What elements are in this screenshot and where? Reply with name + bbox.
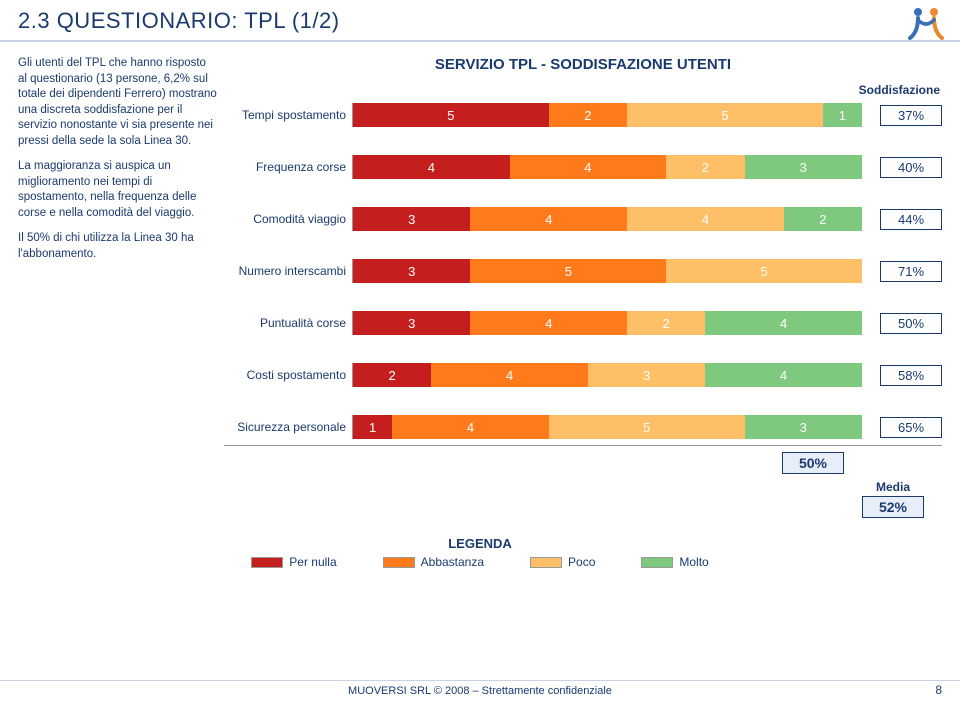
chart-row: Numero interscambi35571% — [224, 259, 942, 283]
satisfaction-header: Soddisfazione — [224, 83, 942, 97]
chart-row: Frequenza corse442340% — [224, 155, 942, 179]
row-label: Costi spostamento — [224, 368, 352, 382]
bar-segment: 4 — [353, 155, 510, 179]
legend-label: Molto — [679, 555, 708, 569]
bar-segment: 5 — [627, 103, 823, 127]
chart-row: Tempi spostamento525137% — [224, 103, 942, 127]
bar-segment: 1 — [353, 415, 392, 439]
legend-swatch — [530, 557, 562, 568]
legend-swatch — [641, 557, 673, 568]
bar-segment: 3 — [745, 415, 862, 439]
chart-row: Puntualità corse342450% — [224, 311, 942, 335]
media-value-box: 52% — [862, 496, 924, 518]
chart-area: SERVIZIO TPL - SODDISFAZIONE UTENTI Sodd… — [218, 56, 942, 518]
legend-label: Poco — [568, 555, 595, 569]
sidebar-para-3: Il 50% di chi utilizza la Linea 30 ha l'… — [18, 231, 218, 262]
summary-value-box: 50% — [782, 452, 844, 474]
bar: 3424 — [352, 311, 862, 335]
bar-segment: 5 — [666, 259, 862, 283]
chart-rows: Tempi spostamento525137%Frequenza corse4… — [224, 103, 942, 446]
legend-item: Molto — [641, 555, 708, 569]
brand-logo — [906, 6, 946, 43]
legend-swatch — [383, 557, 415, 568]
bar: 5251 — [352, 103, 862, 127]
bar: 3442 — [352, 207, 862, 231]
bar-segment: 4 — [470, 207, 627, 231]
bar-segment: 5 — [549, 415, 745, 439]
chart-row: Comodità viaggio344244% — [224, 207, 942, 231]
row-label: Puntualità corse — [224, 316, 352, 330]
row-percentage: 58% — [880, 365, 942, 386]
sidebar-para-1: Gli utenti del TPL che hanno risposto al… — [18, 56, 218, 149]
row-percentage: 37% — [880, 105, 942, 126]
bar-segment: 2 — [784, 207, 862, 231]
bar-segment: 3 — [353, 311, 470, 335]
bar-segment: 3 — [353, 207, 470, 231]
bar: 355 — [352, 259, 862, 283]
bar: 4423 — [352, 155, 862, 179]
row-label: Sicurezza personale — [224, 420, 352, 434]
row-label: Frequenza corse — [224, 160, 352, 174]
bar-segment: 5 — [353, 103, 549, 127]
row-percentage: 44% — [880, 209, 942, 230]
bar-segment: 4 — [431, 363, 588, 387]
bar-segment: 1 — [823, 103, 862, 127]
page-number: 8 — [935, 683, 942, 697]
chart-row: Sicurezza personale1453 65% — [224, 415, 942, 439]
bar-segment: 4 — [392, 415, 549, 439]
legend-item: Abbastanza — [383, 555, 484, 569]
sidebar-text: Gli utenti del TPL che hanno risposto al… — [18, 56, 218, 518]
bar-segment: 3 — [353, 259, 470, 283]
bar-segment: 4 — [510, 155, 667, 179]
row-label: Comodità viaggio — [224, 212, 352, 226]
legend: LEGENDA Per nulla Abbastanza Poco Molto — [0, 536, 960, 569]
legend-title: LEGENDA — [0, 536, 960, 551]
legend-label: Abbastanza — [421, 555, 484, 569]
legend-item: Poco — [530, 555, 595, 569]
bar-segment: 4 — [705, 363, 862, 387]
bar-segment: 2 — [627, 311, 705, 335]
media-label: Media — [224, 480, 924, 494]
footer-text: MUOVERSI SRL © 2008 – Strettamente confi… — [0, 680, 960, 697]
bar-segment: 3 — [588, 363, 705, 387]
bar-segment: 4 — [470, 311, 627, 335]
bar-segment: 3 — [745, 155, 862, 179]
legend-label: Per nulla — [289, 555, 336, 569]
bar-segment: 2 — [353, 363, 431, 387]
row-percentage: 50% — [880, 313, 942, 334]
row-percentage: 71% — [880, 261, 942, 282]
bar: 1453 — [352, 415, 862, 439]
sidebar-para-2: La maggioranza si auspica un miglioramen… — [18, 159, 218, 221]
row-percentage: 65% — [880, 417, 942, 438]
row-label: Numero interscambi — [224, 264, 352, 278]
bar-segment: 5 — [470, 259, 666, 283]
bar-segment: 4 — [705, 311, 862, 335]
row-percentage: 40% — [880, 157, 942, 178]
bar-segment: 2 — [549, 103, 627, 127]
chart-row: Costi spostamento243458% — [224, 363, 942, 387]
legend-item: Per nulla — [251, 555, 336, 569]
row-label: Tempi spostamento — [224, 108, 352, 122]
legend-swatch — [251, 557, 283, 568]
bar-segment: 4 — [627, 207, 784, 231]
bar-segment: 2 — [666, 155, 744, 179]
page-title: 2.3 QUESTIONARIO: TPL (1/2) — [0, 0, 960, 42]
bar: 2434 — [352, 363, 862, 387]
chart-title: SERVIZIO TPL - SODDISFAZIONE UTENTI — [224, 56, 942, 73]
